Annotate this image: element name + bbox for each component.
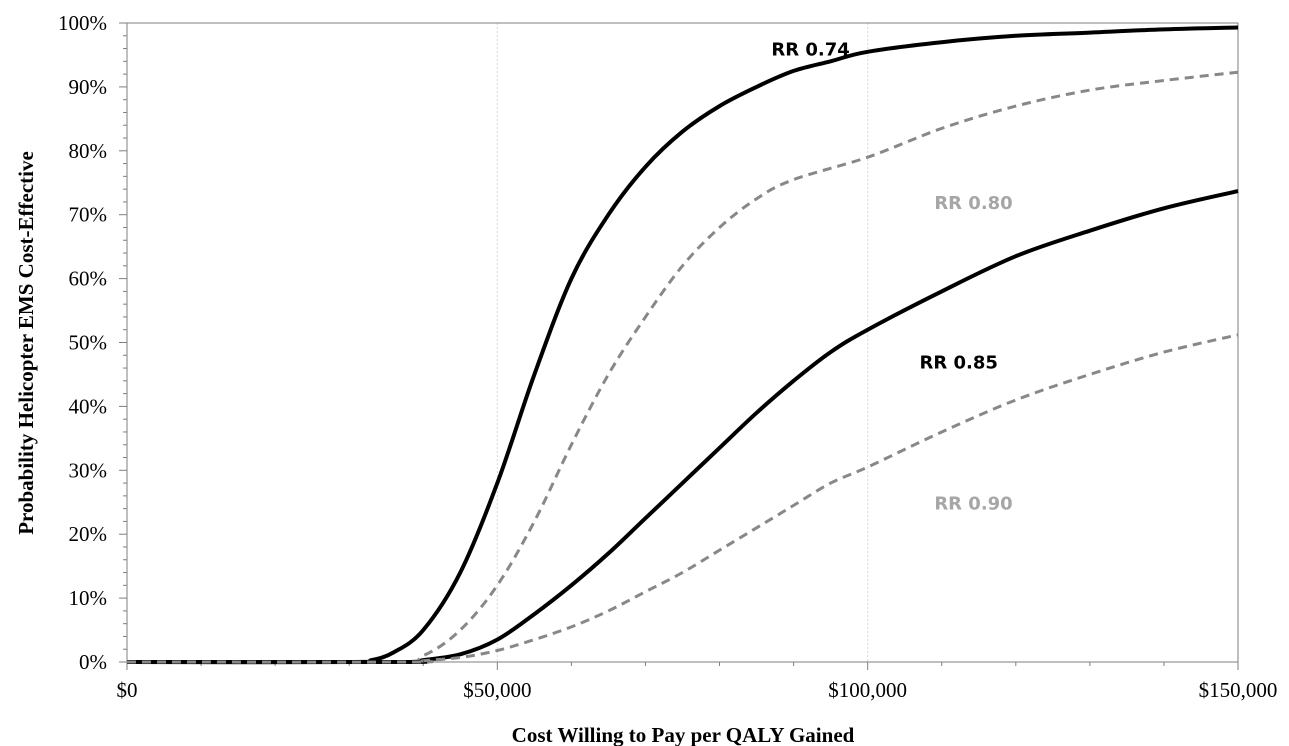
series-line-rr-0-85 xyxy=(126,189,1239,665)
series-line-rr-0-90 xyxy=(126,333,1239,664)
series-label-rr-0-90: RR 0.90 xyxy=(934,493,1012,514)
grid xyxy=(496,23,869,662)
y-tick-label: 50% xyxy=(69,331,108,355)
curve-labels: RR 0.74 RR 0.80 RR 0.85 RR 0.90 xyxy=(771,40,1012,515)
series-label-rr-0-80: RR 0.80 xyxy=(934,193,1012,214)
y-tick-label: 60% xyxy=(69,267,108,291)
y-tick-label: 0% xyxy=(79,650,107,674)
plot-frame xyxy=(126,22,1239,663)
axes xyxy=(126,22,1239,663)
x-tick-label: $50,000 xyxy=(463,678,531,702)
series-layer xyxy=(126,25,1239,665)
y-tick-label: 10% xyxy=(69,586,108,610)
y-tick-label: 40% xyxy=(69,394,108,418)
y-axis-title: Probability Helicopter EMS Cost-Effectiv… xyxy=(14,151,38,535)
ticks: 0% 10% 20% 30% 40% 50% 60% 70% 80% 90% 100% $0 $50,0… xyxy=(58,11,1277,702)
x-tick-label: $0 xyxy=(117,678,138,702)
y-tick-label: 100% xyxy=(58,11,107,35)
x-tick-label: $150,000 xyxy=(1199,678,1278,702)
y-tick-label: 20% xyxy=(69,522,108,546)
x-axis-title: Cost Willing to Pay per QALY Gained xyxy=(512,723,855,746)
series-line-rr-0-74 xyxy=(126,25,1239,665)
y-tick-label: 80% xyxy=(69,139,108,163)
series-label-rr-0-74: RR 0.74 xyxy=(771,40,849,61)
y-tick-label: 90% xyxy=(69,75,108,99)
y-tick-label: 70% xyxy=(69,203,108,227)
x-tick-label: $100,000 xyxy=(828,678,907,702)
series-label-rr-0-85: RR 0.85 xyxy=(920,353,998,374)
series-line-rr-0-80 xyxy=(126,70,1239,664)
y-tick-label: 30% xyxy=(69,458,108,482)
